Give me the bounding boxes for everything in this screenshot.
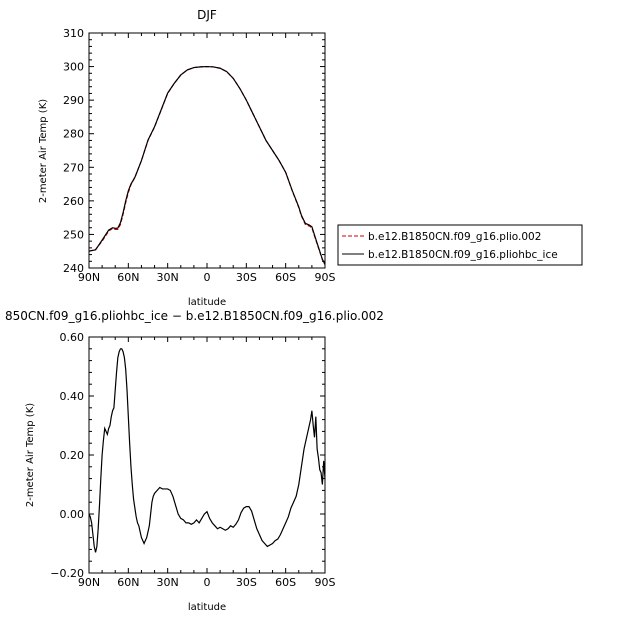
bottom-x-tick-label: 0	[204, 576, 211, 589]
bottom-chart-title: 850CN.f09_g16.pliohbc_ice − b.e12.B1850C…	[5, 309, 384, 323]
top-y-tick-label: 240	[63, 262, 84, 275]
bottom-y-axis-label: 2-meter Air Temp (K)	[25, 403, 36, 507]
bottom-y-tick-label: 0.60	[60, 331, 85, 344]
top-y-tick-label: 290	[63, 94, 84, 107]
bottom-plot-area: 90N 60N 30N 0 30S 60S 90S −0.20 0.00 0.20 0.40 0.60	[50, 331, 335, 589]
top-x-tick-label: 0	[204, 271, 211, 284]
top-chart: DJF 90N 60N 30N 0 30S 60S 90S 240 250 260 270 280 29…	[38, 8, 336, 308]
bottom-y-tick-label: 0.20	[60, 449, 85, 462]
bottom-chart-frame	[88, 336, 326, 574]
top-y-tick-label: 300	[63, 61, 84, 74]
bottom-x-tick-label: 60N	[117, 576, 139, 589]
top-y-axis-label: 2-meter Air Temp (K)	[38, 99, 49, 203]
bottom-x-tick-label: 30N	[157, 576, 179, 589]
top-y-tick-label: 280	[63, 128, 84, 141]
legend-entry-plio: b.e12.B1850CN.f09_g16.plio.002	[368, 231, 541, 243]
top-x-tick-label: 90N	[78, 271, 100, 284]
legend-entry-pliohbc-ice: b.e12.B1850CN.f09_g16.pliohbc_ice	[368, 249, 558, 261]
top-plot-area: 90N 60N 30N 0 30S 60S 90S 240 250 260 270 280 290 300…	[63, 27, 336, 284]
bottom-x-tick-label: 90N	[78, 576, 100, 589]
top-x-axis-label: latitude	[188, 297, 226, 308]
top-series-line-1	[88, 65, 326, 265]
bottom-y-tick-label: −0.20	[50, 567, 84, 580]
bottom-x-tick-label: 30S	[236, 576, 257, 589]
top-series-line-0	[88, 65, 326, 265]
top-y-tick-label: 310	[63, 27, 84, 40]
top-y-tick-label: 260	[63, 195, 84, 208]
bottom-chart: 850CN.f09_g16.pliohbc_ice − b.e12.B1850C…	[5, 309, 384, 613]
bottom-x-tick-label: 90S	[315, 576, 336, 589]
top-y-tick-label: 270	[63, 161, 84, 174]
top-x-tick-label: 30S	[236, 271, 257, 284]
bottom-x-axis-label: latitude	[188, 602, 226, 613]
top-y-tick-label: 250	[63, 228, 84, 241]
bottom-y-tick-label: 0.40	[60, 390, 85, 403]
legend-box	[337, 224, 583, 266]
top-chart-frame	[88, 32, 326, 269]
top-x-tick-label: 90S	[315, 271, 336, 284]
bottom-series-line-0	[88, 348, 326, 553]
top-x-tick-label: 60N	[117, 271, 139, 284]
legend: b.e12.B1850CN.f09_g16.plio.002 b.e12.B18…	[337, 224, 583, 266]
top-x-tick-label: 60S	[275, 271, 296, 284]
top-x-tick-label: 30N	[157, 271, 179, 284]
bottom-y-tick-label: 0.00	[60, 508, 85, 521]
bottom-x-tick-label: 60S	[275, 576, 296, 589]
top-chart-title: DJF	[197, 8, 217, 22]
